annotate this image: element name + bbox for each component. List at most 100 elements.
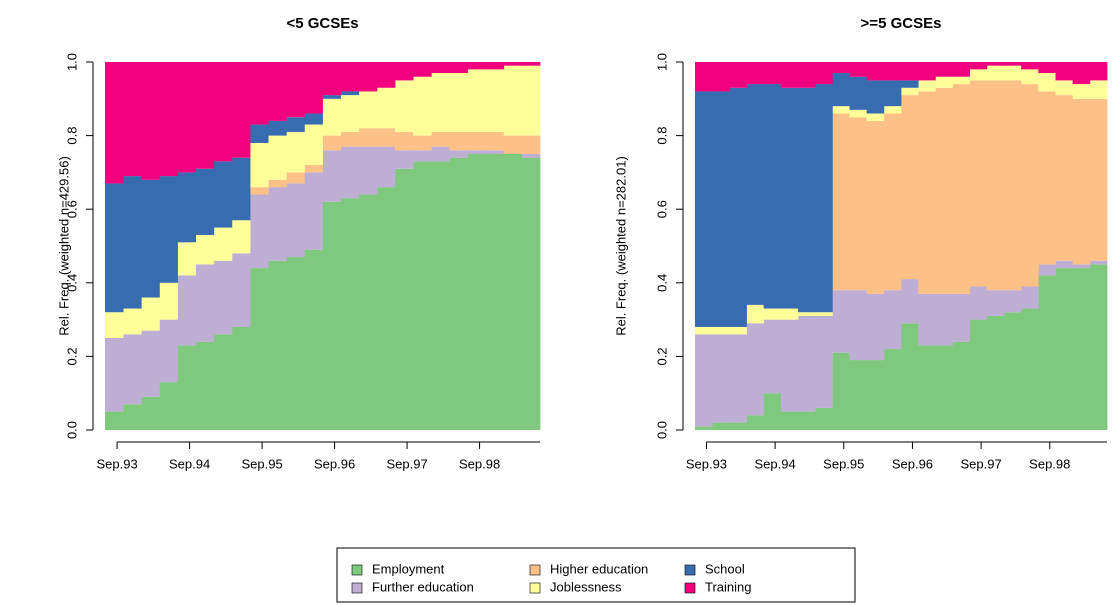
segment xyxy=(467,154,487,430)
segment xyxy=(935,345,953,430)
segment xyxy=(935,62,953,77)
segment xyxy=(449,73,468,132)
segment xyxy=(123,334,142,405)
segment xyxy=(159,62,178,177)
legend-swatch xyxy=(351,582,363,594)
segment xyxy=(1004,62,1022,66)
segment xyxy=(883,290,902,350)
segment xyxy=(849,117,868,291)
segment xyxy=(449,131,468,151)
segment xyxy=(883,106,902,114)
segment xyxy=(105,312,124,338)
segment xyxy=(763,393,782,430)
segment xyxy=(712,91,730,327)
segment xyxy=(195,62,215,169)
segment xyxy=(340,131,360,147)
segment xyxy=(918,293,936,346)
segment xyxy=(729,326,747,335)
segment xyxy=(1038,91,1056,265)
segment xyxy=(695,326,713,335)
segment xyxy=(286,183,305,258)
segment xyxy=(250,62,269,125)
segment xyxy=(729,87,747,327)
segment xyxy=(286,131,305,173)
segment xyxy=(231,253,251,327)
segment xyxy=(901,323,919,430)
segment xyxy=(952,341,971,430)
segment xyxy=(763,62,782,85)
segment xyxy=(503,154,523,430)
x-tick-label: Sep.97 xyxy=(386,456,427,471)
segment xyxy=(935,87,953,294)
segment xyxy=(231,220,251,254)
x-tick-label: Sep.93 xyxy=(96,456,137,471)
segment xyxy=(177,345,197,430)
segment xyxy=(268,120,287,136)
segment xyxy=(849,76,868,110)
segment xyxy=(986,315,1005,430)
segment xyxy=(729,62,747,88)
segment xyxy=(1089,264,1108,430)
x-tick-label: Sep.95 xyxy=(241,456,282,471)
segment xyxy=(358,91,378,129)
y-tick-label: 0.0 xyxy=(654,421,669,439)
segment xyxy=(918,345,936,430)
segment xyxy=(712,326,730,335)
segment xyxy=(195,341,215,430)
segment xyxy=(746,62,765,85)
segment xyxy=(883,349,902,430)
segment xyxy=(815,84,833,313)
segment xyxy=(695,91,713,327)
segment xyxy=(358,146,378,195)
segment xyxy=(729,422,747,430)
segment xyxy=(1038,62,1056,74)
segment xyxy=(798,315,816,412)
segment xyxy=(935,293,953,346)
segment xyxy=(177,242,197,276)
segment xyxy=(503,65,523,136)
segment xyxy=(1055,95,1074,261)
segment xyxy=(1089,98,1108,261)
segment xyxy=(815,315,833,408)
legend-swatch xyxy=(684,582,696,594)
legend-label: Joblessness xyxy=(550,579,622,594)
segment xyxy=(141,62,160,180)
segment xyxy=(832,73,850,107)
segment xyxy=(340,95,360,132)
segment xyxy=(250,142,269,188)
segment xyxy=(395,62,414,81)
legend-box xyxy=(336,547,856,603)
segment xyxy=(431,73,450,132)
segment xyxy=(918,80,936,92)
segment xyxy=(231,157,251,221)
segment xyxy=(268,260,287,430)
segment xyxy=(1021,308,1039,430)
x-tick-label: Sep.93 xyxy=(686,456,727,471)
x-tick-label: Sep.95 xyxy=(823,456,864,471)
segment xyxy=(123,176,142,309)
y-tick-label: 0.8 xyxy=(64,127,79,145)
segment xyxy=(1038,264,1056,276)
series xyxy=(832,80,1108,294)
series xyxy=(695,62,1108,92)
segment xyxy=(866,113,885,121)
segment xyxy=(304,172,323,250)
segment xyxy=(177,62,197,173)
segment xyxy=(901,62,919,81)
x-tick-label: Sep.96 xyxy=(892,456,933,471)
segment xyxy=(322,95,342,99)
segment xyxy=(815,62,833,85)
legend-label: Employment xyxy=(372,561,445,576)
segment xyxy=(177,275,197,346)
segment xyxy=(485,69,505,132)
segment xyxy=(1089,62,1108,81)
segment xyxy=(485,150,505,154)
segment xyxy=(340,91,360,96)
legend-swatch xyxy=(351,564,363,576)
segment xyxy=(231,326,251,430)
segment xyxy=(503,135,523,154)
segment xyxy=(467,131,487,151)
segment xyxy=(340,198,360,430)
segment xyxy=(250,124,269,143)
segment xyxy=(746,415,765,430)
